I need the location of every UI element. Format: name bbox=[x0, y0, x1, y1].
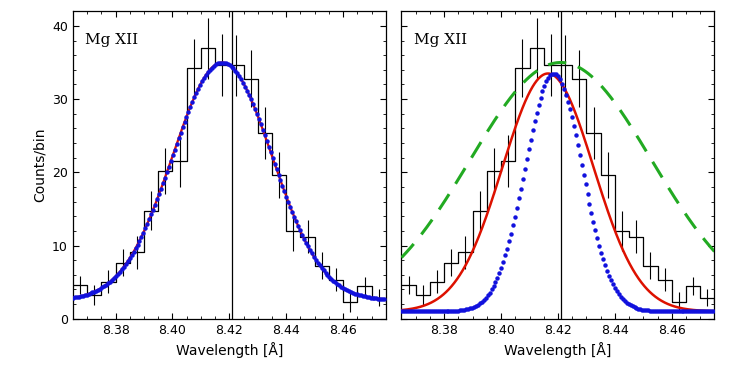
Text: Mg XII: Mg XII bbox=[85, 33, 139, 47]
Y-axis label: Counts/bin: Counts/bin bbox=[33, 128, 47, 202]
X-axis label: Wavelength [Å]: Wavelength [Å] bbox=[504, 342, 612, 358]
Text: Mg XII: Mg XII bbox=[414, 33, 467, 47]
X-axis label: Wavelength [Å]: Wavelength [Å] bbox=[176, 342, 283, 358]
